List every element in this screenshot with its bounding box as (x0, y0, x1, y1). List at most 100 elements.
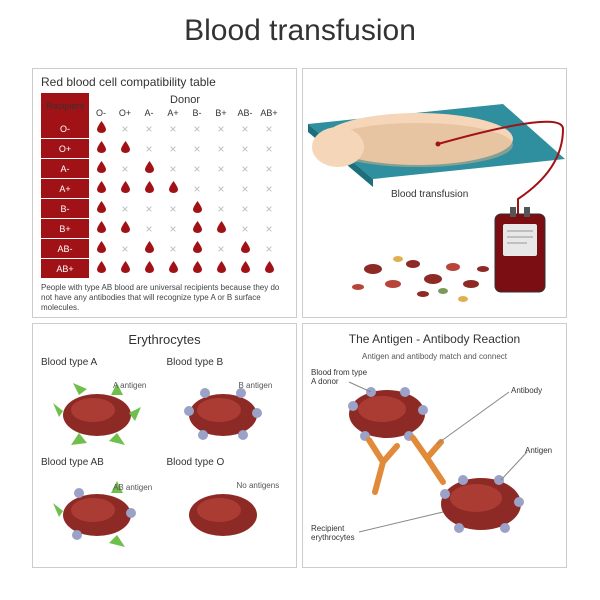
bag-label (503, 224, 537, 256)
blood-drop-icon (97, 221, 106, 236)
sub-b-antigen: B antigen (239, 381, 273, 390)
compat-no: × (113, 199, 137, 219)
donor-col-header: B+ (209, 107, 233, 119)
recipient-row-label: B+ (41, 219, 89, 239)
recipient-row-label: AB- (41, 239, 89, 259)
panel-compatibility: Red blood cell compatibility table Recip… (32, 68, 297, 318)
blood-drop-icon (217, 221, 226, 236)
compat-no: × (185, 139, 209, 159)
blood-drop-icon (97, 201, 106, 216)
recipient-row-label: B- (41, 199, 89, 219)
compat-yes (89, 199, 113, 219)
compat-no: × (185, 159, 209, 179)
compat-yes (161, 259, 185, 279)
compat-no: × (257, 219, 281, 239)
blood-drop-icon (193, 241, 202, 256)
compat-no: × (233, 159, 257, 179)
blood-drop-icon (121, 141, 130, 156)
blood-drop-icon (97, 121, 106, 136)
label-antibody: Antibody (511, 386, 542, 395)
compat-yes (113, 259, 137, 279)
blood-drop-icon (217, 261, 226, 276)
page-title: Blood transfusion (0, 0, 600, 56)
blood-drop-icon (145, 161, 154, 176)
donor-col-header: AB- (233, 107, 257, 119)
compat-yes (137, 239, 161, 259)
compat-yes (89, 219, 113, 239)
compat-no: × (257, 119, 281, 139)
compat-no: × (161, 159, 185, 179)
recipient-row-label: AB+ (41, 259, 89, 279)
blood-drop-icon (169, 181, 178, 196)
cell-type-b: Blood type B B antigen (165, 353, 291, 453)
donor-col-header: B- (185, 107, 209, 119)
recipient-header: Recipient (41, 93, 89, 119)
compat-no: × (209, 179, 233, 199)
compat-no: × (257, 239, 281, 259)
blood-drop-icon (169, 261, 178, 276)
compat-yes (137, 179, 161, 199)
compat-title: Red blood cell compatibility table (41, 75, 288, 89)
blood-drop-icon (145, 181, 154, 196)
compat-yes (185, 199, 209, 219)
hand (312, 127, 364, 167)
compat-yes (89, 259, 113, 279)
compat-no: × (233, 139, 257, 159)
compat-yes (209, 219, 233, 239)
bag-port-2 (524, 207, 530, 217)
compat-no: × (209, 119, 233, 139)
compat-no: × (209, 159, 233, 179)
compat-no: × (257, 139, 281, 159)
blood-drop-icon (145, 261, 154, 276)
donor-header: Donor (89, 93, 281, 107)
blood-drop-icon (193, 261, 202, 276)
compat-no: × (257, 199, 281, 219)
compat-yes (113, 139, 137, 159)
cell-type-o: Blood type O No antigens (165, 453, 291, 553)
donor-col-header: A+ (161, 107, 185, 119)
compat-yes (89, 119, 113, 139)
compat-yes (233, 239, 257, 259)
compat-yes (89, 139, 113, 159)
compat-no: × (137, 139, 161, 159)
panel-transfusion-illustration: Blood transfusion (302, 68, 567, 318)
panel-erythrocytes: Erythrocytes Blood type A (32, 323, 297, 568)
recipient-row-label: A- (41, 159, 89, 179)
compat-no: × (161, 219, 185, 239)
blood-drop-icon (241, 241, 250, 256)
blood-drop-icon (97, 241, 106, 256)
donor-col-header: O- (89, 107, 113, 119)
compat-yes (233, 259, 257, 279)
blood-drop-icon (97, 141, 106, 156)
panel-antigen-antibody: The Antigen - Antibody Reaction Antigen … (302, 323, 567, 568)
compat-no: × (209, 139, 233, 159)
compat-no: × (209, 199, 233, 219)
antigen-subtitle: Antigen and antibody match and connect (309, 352, 560, 361)
rbc-a-svg (39, 363, 164, 458)
compat-no: × (233, 179, 257, 199)
transfusion-label: Blood transfusion (391, 189, 468, 200)
recipient-row-label: O+ (41, 139, 89, 159)
rbc-b-svg (165, 363, 290, 458)
compat-yes (89, 239, 113, 259)
compat-footnote: People with type AB blood are universal … (41, 283, 288, 313)
recipient-row-label: A+ (41, 179, 89, 199)
blood-drop-icon (193, 201, 202, 216)
label-donor-blood: Blood from type A donor (311, 368, 371, 386)
compat-no: × (113, 239, 137, 259)
compat-no: × (257, 179, 281, 199)
donor-col-header: AB+ (257, 107, 281, 119)
blood-drop-icon (97, 181, 106, 196)
blood-drop-icon (97, 261, 106, 276)
compat-no: × (137, 199, 161, 219)
compat-no: × (113, 159, 137, 179)
compat-yes (137, 259, 161, 279)
compat-no: × (161, 139, 185, 159)
erythrocytes-title: Erythrocytes (39, 332, 290, 347)
scattered-cells (352, 256, 489, 302)
donor-col-header: A- (137, 107, 161, 119)
compat-no: × (161, 119, 185, 139)
compat-yes (185, 219, 209, 239)
rbc-o-svg (165, 463, 290, 558)
needle-point (436, 142, 441, 147)
